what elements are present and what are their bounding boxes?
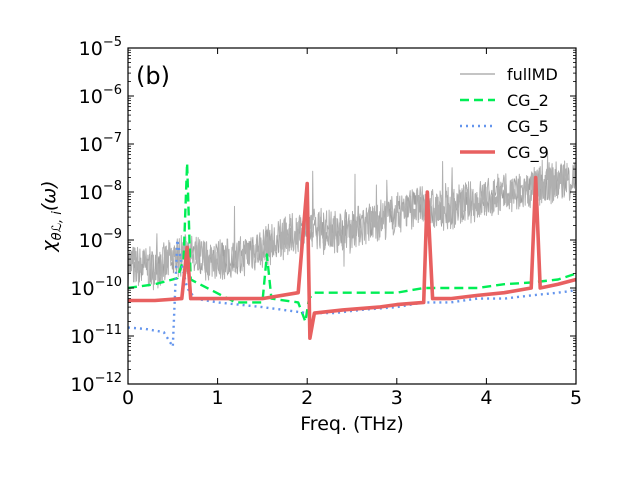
y-tick-label: 10−12 xyxy=(70,371,122,396)
y-axis-label-main: χ xyxy=(38,240,60,253)
x-tick-label: 0 xyxy=(122,387,134,409)
y-tick-label: 10−5 xyxy=(79,35,122,60)
panel-label: (b) xyxy=(136,62,170,90)
series-fullMD-line xyxy=(128,152,576,291)
x-tick-label: 4 xyxy=(480,387,492,409)
y-tick-label: 10−9 xyxy=(79,227,122,252)
y-tick-label: 10−10 xyxy=(70,275,122,300)
legend-label: fullMD xyxy=(507,65,558,84)
y-axis-ticks: 10−12 10−11 10−10 10−9 10−8 10−7 10−6 10−5 xyxy=(70,35,576,396)
legend-label: CG_9 xyxy=(507,143,549,163)
series-layer xyxy=(128,152,576,348)
x-tick-label: 3 xyxy=(391,387,403,409)
series-CG-9-line xyxy=(128,175,576,340)
y-tick-label: 10−8 xyxy=(79,179,122,204)
legend-label: CG_5 xyxy=(507,117,549,137)
x-axis-ticks: 0 1 2 3 4 5 xyxy=(122,48,582,409)
x-tick-label: 1 xyxy=(212,387,224,409)
x-axis-label: Freq. (THz) xyxy=(300,413,403,435)
x-tick-label: 2 xyxy=(301,387,313,409)
y-tick-label: 10−11 xyxy=(70,323,122,348)
legend-label: CG_2 xyxy=(507,91,549,111)
y-tick-label: 10−7 xyxy=(79,131,122,156)
y-axis-label: χθℒ, i(ω) xyxy=(38,180,65,252)
y-tick-label: 10−6 xyxy=(79,83,122,108)
y-axis-label-tail: (ω) xyxy=(38,180,60,211)
plot-frame xyxy=(127,47,577,385)
x-tick-label: 5 xyxy=(570,387,582,409)
legend: fullMD CG_2 CG_5 CG_9 xyxy=(460,65,558,163)
y-axis-label-sub: θℒ, i xyxy=(50,211,65,241)
